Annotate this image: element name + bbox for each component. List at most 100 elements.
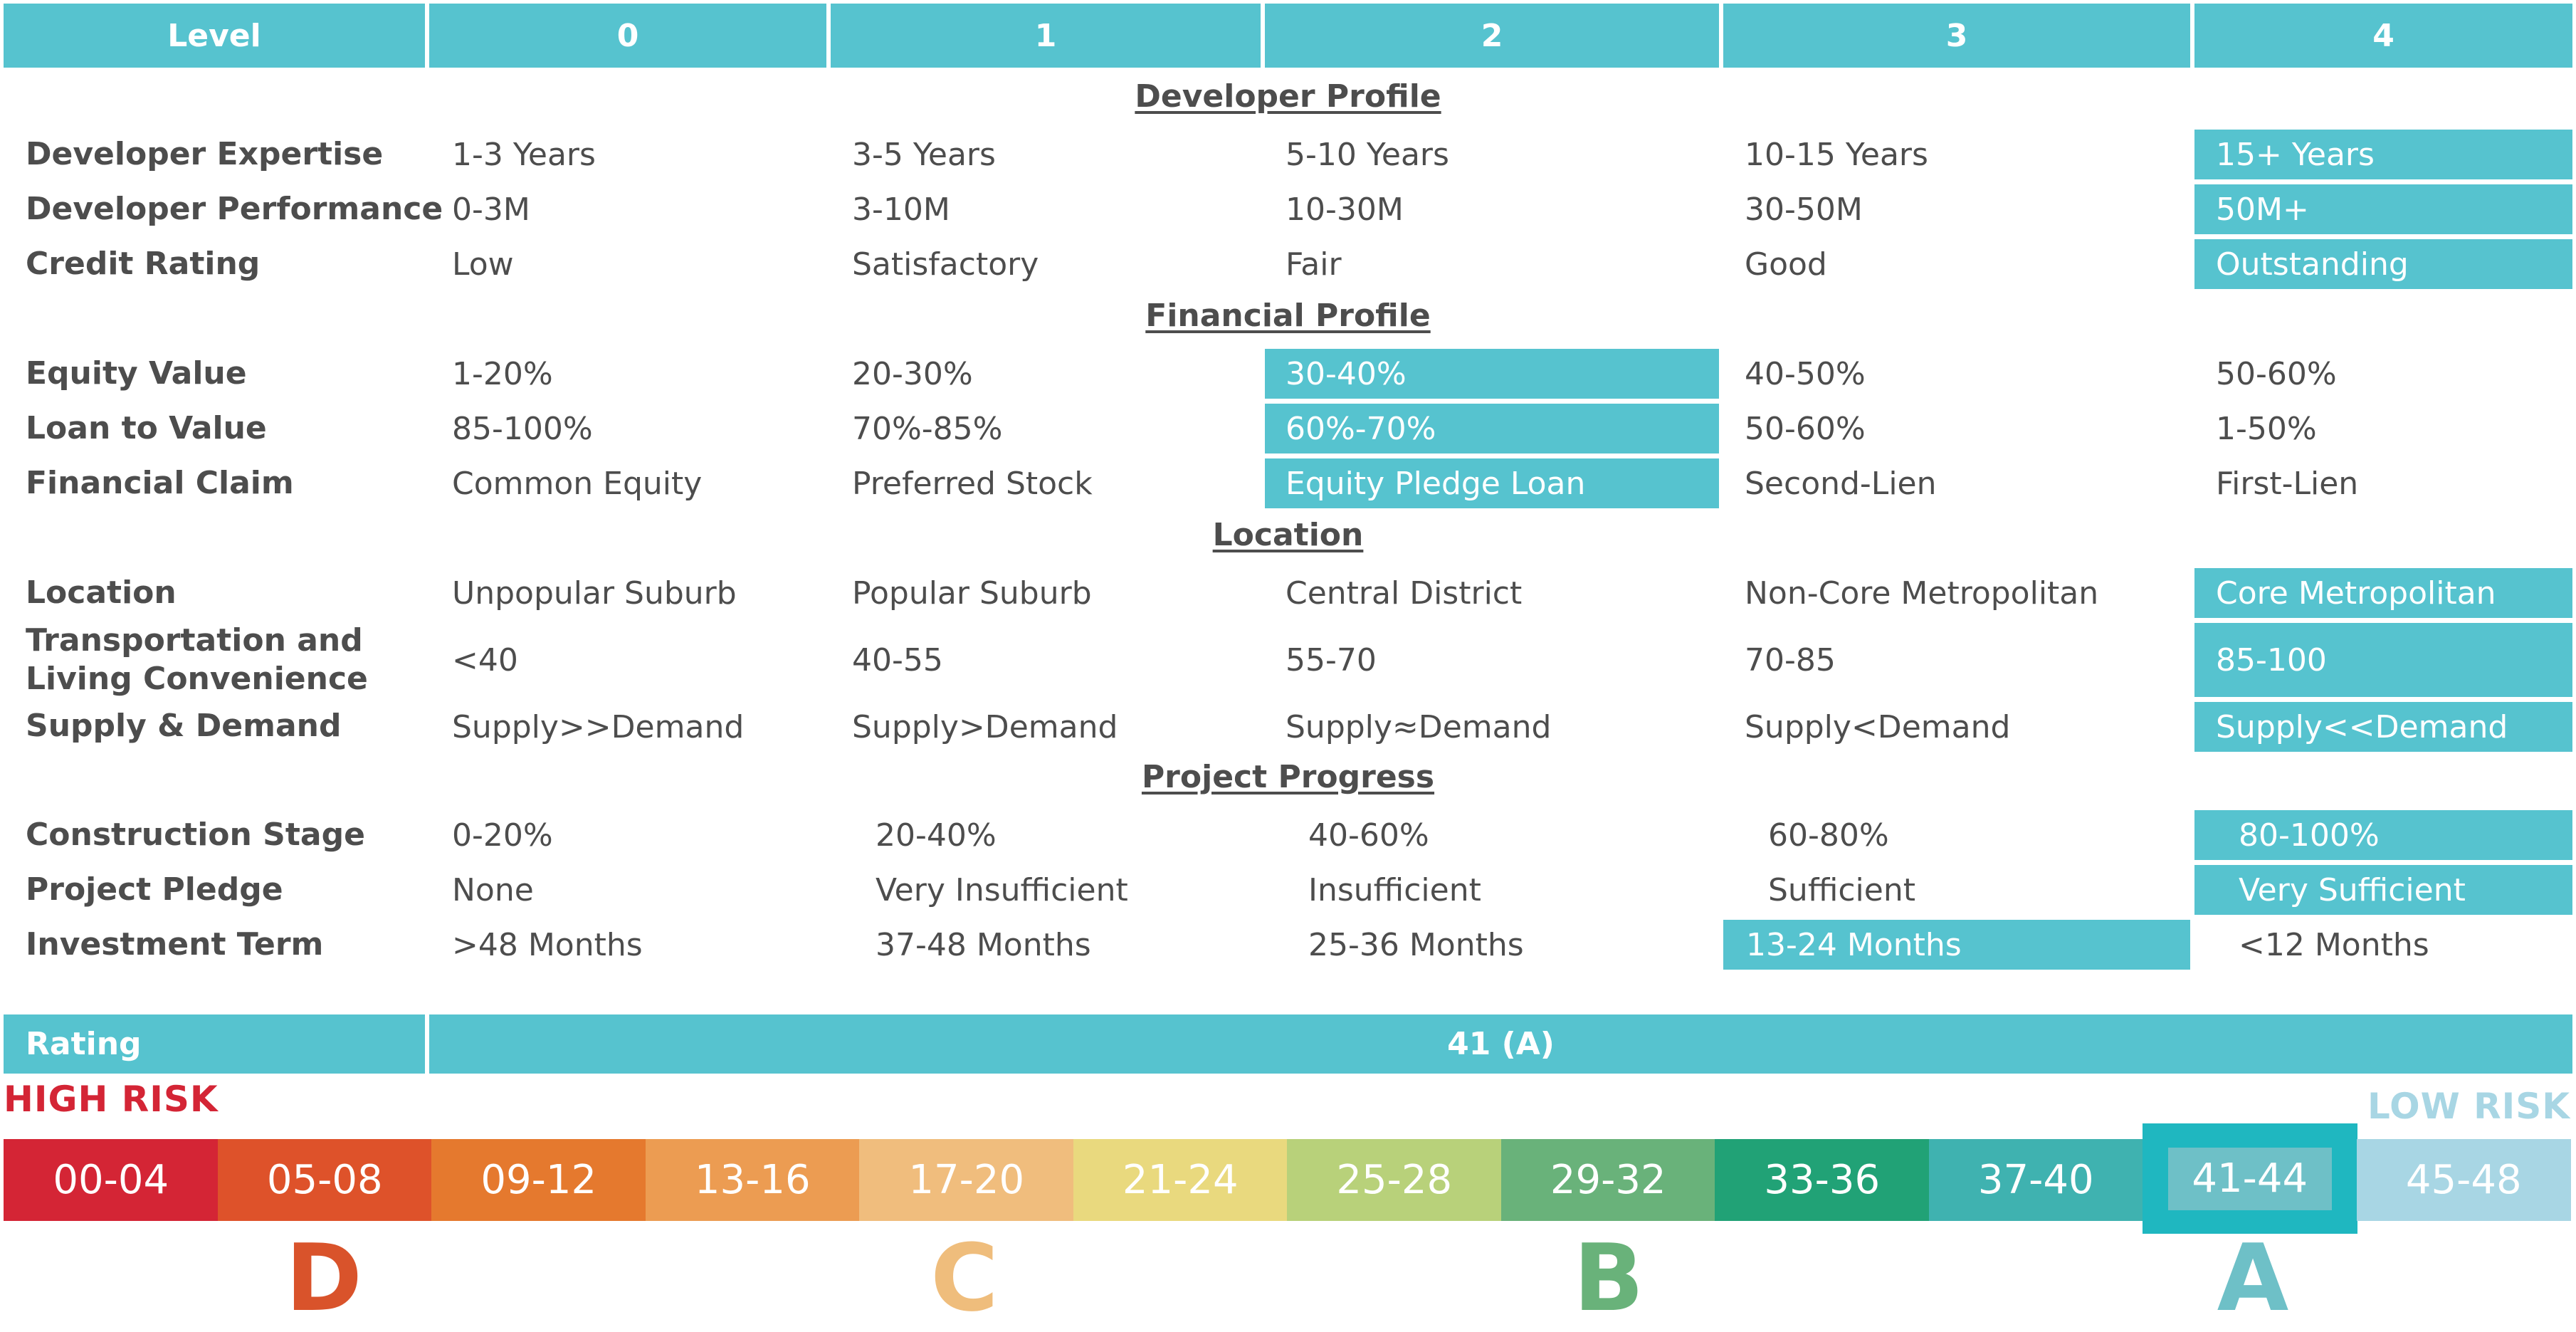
- row-label-equity-value: Equity Value: [26, 355, 247, 392]
- cell-credit-rating-2: Fair: [1286, 246, 1342, 283]
- cell-loan-to-value-1: 70%-85%: [852, 410, 1003, 447]
- cell-investment-term-1: 37-48 Months: [876, 926, 1091, 963]
- row-label-investment-term: Investment Term: [26, 926, 324, 963]
- row-label-location: Location: [26, 575, 177, 611]
- cell-transportation-2: 55-70: [1286, 641, 1377, 678]
- grade-c: C: [930, 1224, 999, 1332]
- row-label-transportation-line2: Living Convenience: [26, 661, 368, 697]
- cell-location-4-selected: Core Metropolitan: [2194, 568, 2572, 618]
- risk-range-25-28: 25-28: [1287, 1139, 1502, 1221]
- cell-construction-stage-1: 20-40%: [876, 817, 997, 854]
- cell-project-pledge-3: Sufficient: [1768, 871, 1915, 908]
- cell-supply-demand-2: Supply≈Demand: [1286, 708, 1552, 745]
- section-title-financial-profile: Financial Profile: [1145, 298, 1431, 334]
- low-risk-label: LOW RISK: [2367, 1086, 2571, 1127]
- row-label-construction-stage: Construction Stage: [26, 817, 365, 853]
- row-label-transportation-line1: Transportation and: [26, 622, 363, 659]
- cell-developer-expertise-0: 1-3 Years: [452, 136, 596, 173]
- cell-loan-to-value-4: 1-50%: [2216, 410, 2317, 447]
- cell-financial-claim-1: Preferred Stock: [852, 465, 1093, 502]
- risk-range-41-44-selected: 41-44: [2143, 1123, 2357, 1234]
- row-label-credit-rating: Credit Rating: [26, 246, 261, 282]
- cell-transportation-0: <40: [452, 641, 518, 678]
- header-level-label: Level: [4, 4, 425, 68]
- cell-developer-performance-4-selected: 50M+: [2194, 184, 2572, 234]
- cell-supply-demand-0: Supply>>Demand: [452, 708, 745, 745]
- header-level-3: 3: [1723, 4, 2190, 68]
- risk-range-45-48: 45-48: [2356, 1139, 2571, 1221]
- row-label-project-pledge: Project Pledge: [26, 871, 283, 908]
- cell-loan-to-value-0: 85-100%: [452, 410, 593, 447]
- cell-construction-stage-2: 40-60%: [1308, 817, 1429, 854]
- cell-transportation-3: 70-85: [1745, 641, 1836, 678]
- cell-project-pledge-2: Insufficient: [1308, 871, 1481, 908]
- cell-investment-term-0: >48 Months: [452, 926, 643, 963]
- cell-credit-rating-1: Satisfactory: [852, 246, 1039, 283]
- cell-financial-claim-2-selected: Equity Pledge Loan: [1265, 458, 1719, 508]
- header-level-1: 1: [831, 4, 1261, 68]
- cell-equity-value-2-selected: 30-40%: [1265, 349, 1719, 399]
- row-label-loan-to-value: Loan to Value: [26, 410, 267, 446]
- header-level-2: 2: [1265, 4, 1719, 68]
- cell-developer-expertise-3: 10-15 Years: [1745, 136, 1928, 173]
- selected-range-label: 41-44: [2167, 1147, 2332, 1210]
- rating-label: Rating: [4, 1014, 425, 1074]
- section-title-location: Location: [1212, 517, 1364, 553]
- cell-project-pledge-4-selected: Very Sufficient: [2194, 865, 2572, 915]
- section-title-developer-profile: Developer Profile: [1135, 78, 1441, 115]
- cell-developer-performance-0: 0-3M: [452, 191, 530, 228]
- cell-location-3: Non-Core Metropolitan: [1745, 575, 2099, 612]
- cell-loan-to-value-2-selected: 60%-70%: [1265, 404, 1719, 453]
- risk-range-00-04: 00-04: [4, 1139, 219, 1221]
- risk-range-17-20: 17-20: [859, 1139, 1074, 1221]
- grade-d: D: [285, 1224, 362, 1332]
- risk-range-37-40: 37-40: [1928, 1139, 2143, 1221]
- cell-financial-claim-3: Second-Lien: [1745, 465, 1937, 502]
- grade-b: B: [1573, 1224, 1644, 1332]
- cell-equity-value-1: 20-30%: [852, 355, 973, 392]
- cell-investment-term-4: <12 Months: [2239, 926, 2429, 963]
- cell-location-1: Popular Suburb: [852, 575, 1092, 612]
- cell-credit-rating-0: Low: [452, 246, 514, 283]
- cell-developer-expertise-1: 3-5 Years: [852, 136, 996, 173]
- cell-equity-value-4: 50-60%: [2216, 355, 2337, 392]
- cell-supply-demand-4-selected: Supply<<Demand: [2194, 702, 2572, 752]
- cell-project-pledge-0: None: [452, 871, 534, 908]
- cell-location-0: Unpopular Suburb: [452, 575, 737, 612]
- risk-range-09-12: 09-12: [431, 1139, 646, 1221]
- grade-a: A: [2217, 1224, 2289, 1332]
- cell-developer-expertise-2: 5-10 Years: [1286, 136, 1449, 173]
- cell-construction-stage-4-selected: 80-100%: [2194, 810, 2572, 860]
- section-title-project-progress: Project Progress: [1141, 759, 1435, 795]
- risk-range-13-16: 13-16: [645, 1139, 860, 1221]
- cell-construction-stage-0: 0-20%: [452, 817, 553, 854]
- row-label-financial-claim: Financial Claim: [26, 465, 294, 501]
- risk-range-05-08: 05-08: [217, 1139, 432, 1221]
- header-level-4: 4: [2194, 4, 2572, 68]
- risk-range-33-36: 33-36: [1715, 1139, 1930, 1221]
- cell-credit-rating-3: Good: [1745, 246, 1827, 283]
- cell-project-pledge-1: Very Insufficient: [876, 871, 1128, 908]
- high-risk-label: HIGH RISK: [4, 1079, 219, 1120]
- cell-developer-performance-3: 30-50M: [1745, 191, 1863, 228]
- cell-transportation-4-selected: 85-100: [2194, 623, 2572, 697]
- cell-investment-term-2: 25-36 Months: [1308, 926, 1524, 963]
- header-level-0: 0: [429, 4, 826, 68]
- cell-location-2: Central District: [1286, 575, 1523, 612]
- cell-supply-demand-3: Supply<Demand: [1745, 708, 2011, 745]
- cell-financial-claim-4: First-Lien: [2216, 465, 2359, 502]
- cell-equity-value-3: 40-50%: [1745, 355, 1866, 392]
- cell-developer-performance-2: 10-30M: [1286, 191, 1404, 228]
- cell-equity-value-0: 1-20%: [452, 355, 553, 392]
- cell-investment-term-3-selected: 13-24 Months: [1723, 920, 2190, 970]
- risk-range-29-32: 29-32: [1500, 1139, 1715, 1221]
- cell-credit-rating-4-selected: Outstanding: [2194, 239, 2572, 289]
- row-label-developer-expertise: Developer Expertise: [26, 136, 384, 172]
- cell-construction-stage-3: 60-80%: [1768, 817, 1889, 854]
- risk-range-21-24: 21-24: [1073, 1139, 1288, 1221]
- cell-developer-expertise-4-selected: 15+ Years: [2194, 130, 2572, 179]
- cell-developer-performance-1: 3-10M: [852, 191, 950, 228]
- rating-value: 41 (A): [429, 1014, 2572, 1074]
- row-label-developer-performance: Developer Performance: [26, 191, 443, 227]
- cell-loan-to-value-3: 50-60%: [1745, 410, 1866, 447]
